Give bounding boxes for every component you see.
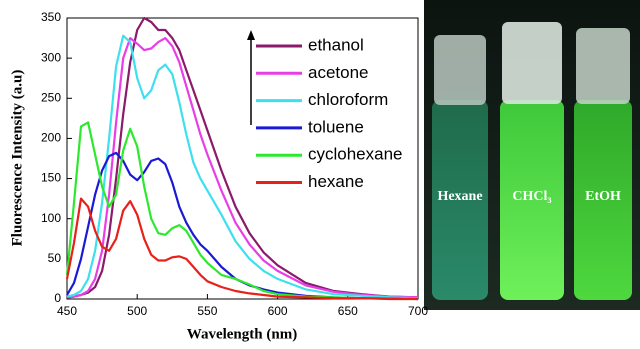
series-line — [66, 34, 419, 300]
y-axis-label: Fluorescence Intensity (a.u) — [9, 70, 25, 247]
y-tick-label: 100 — [41, 211, 61, 225]
series-line — [66, 16, 419, 299]
series-line — [65, 197, 418, 301]
vial — [574, 100, 632, 300]
plot-frame — [66, 17, 419, 300]
series-line — [65, 121, 419, 301]
photo: Hexane CHCl₃ EtOH — [424, 0, 640, 310]
photo-label: EtOH — [585, 189, 621, 204]
x-tick-label: 500 — [127, 304, 147, 318]
x-tick-label: 650 — [338, 304, 358, 318]
legend-label: hexane — [308, 172, 364, 191]
legend-arrow-head — [247, 30, 255, 40]
y-tick-label: 250 — [41, 90, 61, 104]
x-tick-label: 450 — [57, 304, 77, 318]
series-line — [66, 151, 419, 301]
series-line — [66, 37, 419, 299]
x-tick-label: 700 — [408, 304, 428, 318]
x-tick-label: 600 — [268, 304, 288, 318]
vial-cap — [576, 28, 630, 104]
y-tick-label: 150 — [41, 171, 61, 185]
y-tick-label: 350 — [41, 10, 61, 24]
photo-label: Hexane — [437, 189, 482, 204]
legend-label: chloroform — [308, 90, 388, 109]
legend-label: ethanol — [308, 35, 364, 54]
legend-label: cyclohexane — [308, 145, 403, 164]
y-tick-label: 0 — [54, 291, 61, 305]
vial — [500, 100, 564, 300]
y-tick-label: 300 — [41, 50, 61, 64]
y-tick-label: 50 — [48, 251, 62, 265]
x-axis-label: Wavelength (nm) — [187, 326, 297, 342]
x-tick-label: 550 — [197, 304, 217, 318]
legend-label: toluene — [308, 117, 364, 136]
vial — [432, 100, 488, 300]
legend-label: acetone — [308, 63, 369, 82]
vial-cap — [434, 35, 486, 105]
vial-cap — [502, 22, 562, 104]
y-tick-label: 200 — [41, 131, 61, 145]
photo-label: CHCl₃ — [512, 189, 551, 204]
